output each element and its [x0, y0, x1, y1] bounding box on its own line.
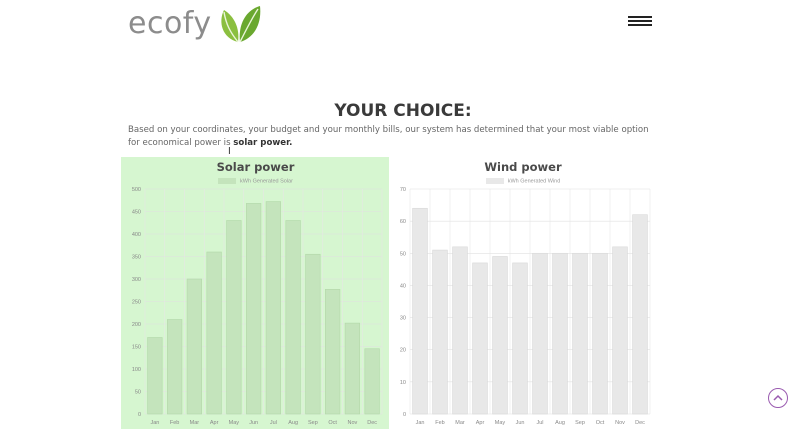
- solar-y-tick-label: 450: [132, 210, 141, 216]
- wind-x-tick-label: Dec: [635, 420, 645, 426]
- solar-legend-label: kWh Generated Solar: [240, 178, 293, 185]
- wind-bar-jul: [532, 252, 548, 415]
- wind-bar-jun: [512, 262, 528, 415]
- wind-y-tick-label: 60: [400, 219, 406, 225]
- solar-x-tick-label: Aug: [288, 420, 298, 426]
- wind-bar-nov: [612, 246, 628, 415]
- solar-x-tick-label: Feb: [170, 420, 179, 426]
- solar-y-tick-label: 250: [132, 300, 141, 306]
- solar-x-tick-label: Jan: [150, 420, 159, 426]
- wind-x-tick-label: Apr: [476, 420, 485, 426]
- solar-x-tick-label: Oct: [328, 420, 337, 426]
- solar-x-tick-label: Nov: [347, 420, 357, 426]
- wind-chart-panel: Wind power kWh Generated Wind 0 10 20 30 40 5…: [389, 157, 657, 429]
- solar-y-tick-label: 150: [132, 345, 141, 351]
- leaves-logo-icon: [220, 6, 260, 43]
- solar-y-tick-label: 50: [135, 390, 141, 396]
- wind-y-tick-label: 0: [403, 412, 406, 418]
- wind-bar-chart: 0 10 20 30 40 50 60 70 Jan Feb Mar Apr May Jun Jul Aug S…: [400, 187, 651, 426]
- solar-bar-jun: [246, 203, 262, 415]
- solar-y-tick-label: 500: [132, 187, 141, 193]
- solar-x-tick-label: Mar: [190, 420, 200, 426]
- text-cursor-icon: I: [228, 146, 231, 157]
- wind-x-tick-label: Sep: [575, 420, 585, 426]
- solar-x-tick-label: Sep: [308, 420, 318, 426]
- wind-x-tick-label: Jan: [416, 420, 425, 426]
- solar-bar-sep: [305, 253, 321, 415]
- solar-chart-title: Solar power: [216, 160, 295, 174]
- wind-x-tick-label: Nov: [615, 420, 625, 426]
- logo-text: ecofy: [128, 5, 212, 41]
- solar-y-tick-label: 0: [138, 412, 141, 418]
- solar-x-tick-label: May: [229, 420, 240, 426]
- wind-y-tick-label: 70: [400, 187, 406, 193]
- solar-chart-panel: Solar power kWh Generated Solar 0 50 100 15…: [121, 157, 390, 429]
- wind-y-tick-label: 10: [400, 380, 406, 386]
- wind-bar-may: [492, 256, 508, 415]
- wind-chart-legend: kWh Generated Wind: [389, 178, 657, 184]
- solar-chart-legend: kWh Generated Solar: [121, 178, 390, 184]
- wind-x-tick-label: Jun: [516, 420, 525, 426]
- chevron-up-icon: [773, 394, 783, 401]
- solar-x-tick-label: Jul: [270, 420, 277, 426]
- wind-bar-sep: [572, 252, 588, 415]
- solar-bar-dec: [364, 348, 380, 415]
- hamburger-menu-icon[interactable]: [628, 16, 652, 32]
- wind-x-tick-label: Jul: [536, 420, 543, 426]
- solar-x-tick-label: Jun: [249, 420, 258, 426]
- wind-x-tick-label: May: [495, 420, 506, 426]
- wind-legend-label: kWh Generated Wind: [507, 178, 561, 185]
- solar-bar-apr: [206, 251, 222, 415]
- wind-x-tick-label: Mar: [455, 420, 465, 426]
- recommendation-prefix: Based on your coordinates, your budget a…: [128, 125, 649, 148]
- solar-bar-chart: 0 50 100 150 200 250 300 350 400 450 500 Jan Feb Mar A…: [132, 187, 383, 426]
- wind-y-tick-label: 30: [400, 316, 406, 322]
- solar-bar-nov: [344, 322, 360, 415]
- page-title: YOUR CHOICE:: [334, 101, 472, 121]
- solar-bar-mar: [186, 278, 202, 415]
- wind-x-tick-label: Oct: [596, 420, 605, 426]
- recommendation-text: Based on your coordinates, your budget a…: [128, 124, 658, 150]
- wind-y-tick-label: 40: [400, 283, 406, 289]
- wind-bar-feb: [432, 249, 448, 415]
- wind-bar-apr: [472, 262, 488, 415]
- solar-y-tick-label: 350: [132, 255, 141, 261]
- wind-bar-oct: [592, 252, 608, 415]
- solar-y-tick-label: 100: [132, 367, 141, 373]
- wind-y-tick-label: 20: [400, 348, 406, 354]
- solar-bar-oct: [325, 289, 341, 415]
- wind-bar-dec: [632, 214, 648, 415]
- solar-bar-feb: [167, 319, 183, 415]
- solar-y-tick-label: 200: [132, 322, 141, 328]
- wind-x-tick-label: Feb: [435, 420, 444, 426]
- wind-x-tick-label: Aug: [555, 420, 565, 426]
- recommendation-bold: solar power.: [233, 138, 293, 148]
- wind-bar-jan: [412, 207, 428, 415]
- solar-bar-may: [226, 220, 242, 415]
- wind-bar-mar: [452, 246, 468, 415]
- solar-y-tick-label: 400: [132, 232, 141, 238]
- ecofy-logo[interactable]: ecofy: [128, 2, 262, 44]
- solar-legend-swatch: [218, 178, 237, 184]
- solar-y-tick-label: 300: [132, 277, 141, 283]
- solar-bar-aug: [285, 220, 301, 415]
- solar-bar-jan: [147, 337, 163, 415]
- wind-y-tick-label: 50: [400, 251, 406, 257]
- wind-legend-swatch: [485, 178, 504, 184]
- solar-bar-jul: [265, 201, 281, 415]
- solar-x-tick-label: Apr: [210, 420, 219, 426]
- wind-chart-title: Wind power: [484, 160, 562, 174]
- solar-x-tick-label: Dec: [367, 420, 377, 426]
- scroll-to-top-button[interactable]: [768, 388, 788, 408]
- wind-bar-aug: [552, 252, 568, 415]
